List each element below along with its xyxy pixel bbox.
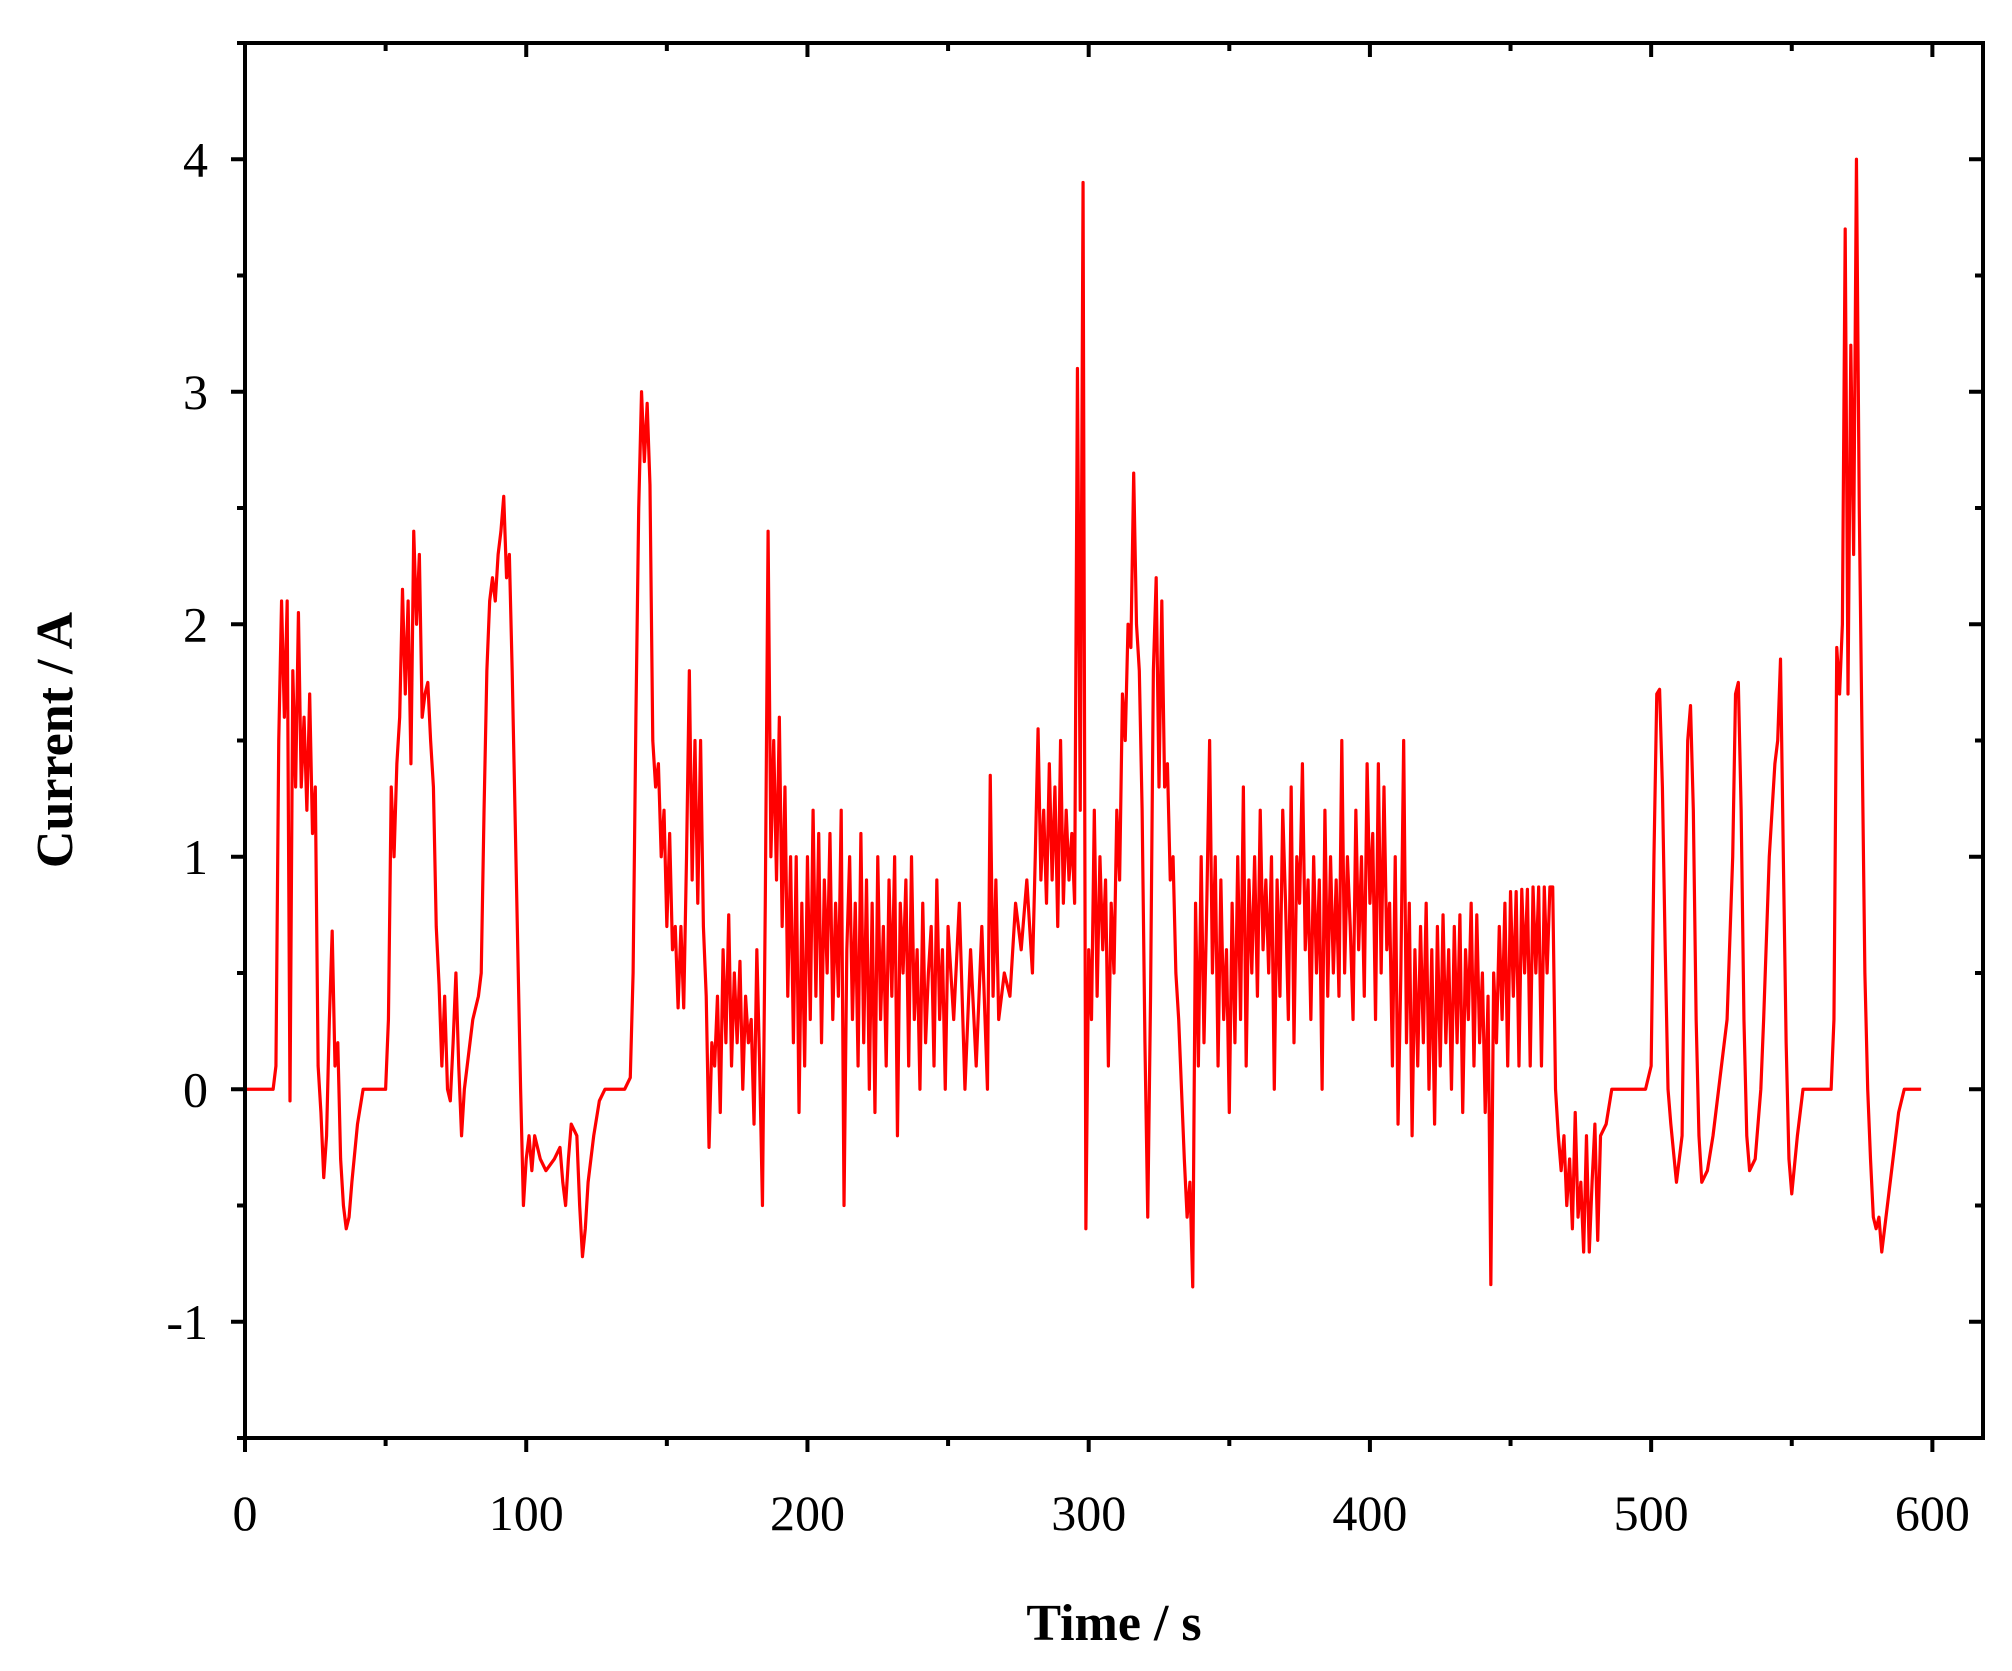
data-line [245, 157, 1922, 1289]
y-tick-label: 4 [183, 131, 208, 187]
y-tick-label: 3 [183, 364, 208, 420]
x-tick-label: 400 [1332, 1485, 1407, 1541]
x-tick-label: 200 [770, 1485, 845, 1541]
x-tick-label: 0 [233, 1485, 258, 1541]
plot-frame [243, 41, 1985, 1440]
y-tick-label: 1 [183, 829, 208, 885]
x-tick-label: 500 [1614, 1485, 1689, 1541]
y-tick-label: -1 [166, 1294, 208, 1350]
x-tick-label: 300 [1051, 1485, 1126, 1541]
y-tick-label: 0 [183, 1061, 208, 1117]
y-tick-label: 2 [183, 596, 208, 652]
x-axis-title: Time / s [1026, 1595, 1201, 1652]
y-axis-title: Current / A [27, 611, 84, 868]
x-tick-label: 100 [489, 1485, 564, 1541]
x-tick-label: 600 [1895, 1485, 1970, 1541]
